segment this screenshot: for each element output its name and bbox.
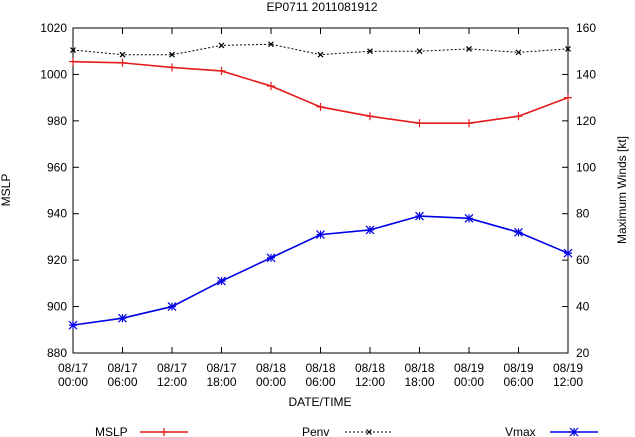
ticks-layer: 880 900 920 940 960 980 1000 1020 20 40 60 80 100 120…: [40, 21, 596, 389]
x-tick-label-date: 08/17: [206, 361, 236, 375]
legend-marker-vmax: [569, 427, 579, 437]
data-point-mslp: [69, 57, 77, 66]
x-tick-label-date: 08/19: [553, 361, 583, 375]
x-tick-label-date: 08/19: [454, 361, 484, 375]
data-point-mslp: [316, 102, 325, 111]
data-point-penv: [70, 47, 76, 53]
data-point-vmax: [415, 211, 424, 221]
y-axis-label-right: Maximum Winds [kt]: [615, 136, 629, 244]
series-line-penv: [72, 43, 569, 56]
x-tick-label-time: 12:00: [157, 375, 187, 389]
x-axis-label: DATE/TIME: [288, 395, 351, 409]
data-point-penv: [268, 41, 274, 48]
legend-label-penv: Penv: [302, 425, 329, 437]
data-point-mslp: [217, 66, 226, 75]
x-tick-label-time: 12:00: [553, 375, 583, 389]
x-tick-label-date: 08/17: [157, 361, 187, 375]
legend-marker-mslp: [160, 428, 168, 436]
data-point-vmax: [464, 213, 474, 223]
plot-frame: [72, 27, 569, 354]
data-point-vmax: [118, 313, 127, 323]
y-tick-label-right: 100: [576, 160, 596, 174]
data-point-vmax: [217, 276, 226, 286]
x-tick-label-time: 00:00: [58, 375, 88, 389]
legend: MSLP Penv Vmax: [95, 425, 598, 437]
legend-marker-penv: [366, 429, 372, 435]
legend-label-vmax: Vmax: [505, 425, 536, 437]
data-point-penv: [317, 51, 324, 58]
y-tick-label-right: 120: [576, 114, 596, 128]
data-point-vmax: [266, 253, 276, 263]
data-point-vmax: [563, 248, 573, 258]
data-point-penv: [218, 42, 225, 49]
y-tick-label-right: 20: [576, 346, 590, 360]
x-tick-label-date: 08/18: [256, 361, 286, 375]
x-tick-label-time: 06:00: [503, 375, 533, 389]
data-point-penv: [367, 48, 373, 55]
y-tick-label-left: 960: [47, 160, 67, 174]
data-point-penv: [119, 51, 126, 58]
y-axis-label-left: MSLP: [0, 174, 13, 207]
x-tick-label-time: 18:00: [404, 375, 434, 389]
data-point-vmax: [365, 225, 375, 235]
x-tick-label-time: 18:00: [206, 375, 236, 389]
data-point-mslp: [415, 119, 424, 128]
x-tick-label-time: 06:00: [305, 375, 335, 389]
y-tick-label-right: 80: [576, 207, 590, 221]
series-layer: [68, 41, 573, 330]
y-tick-label-left: 980: [47, 114, 67, 128]
data-point-mslp: [118, 58, 127, 67]
data-point-vmax: [316, 230, 325, 240]
data-point-vmax: [68, 320, 78, 330]
y-tick-label-left: 900: [47, 300, 67, 314]
x-tick-label-date: 08/17: [107, 361, 137, 375]
y-tick-label-left: 1000: [40, 67, 67, 81]
x-tick-label-date: 08/18: [305, 361, 335, 375]
y-tick-label-left: 1020: [40, 21, 67, 35]
x-tick-label-time: 06:00: [107, 375, 137, 389]
data-point-mslp: [168, 63, 176, 72]
chart-title: EP0711 2011081912: [267, 0, 378, 14]
x-tick-label-time: 00:00: [256, 375, 286, 389]
y-tick-label-left: 940: [47, 207, 67, 221]
data-point-vmax: [514, 227, 523, 237]
data-point-mslp: [564, 93, 572, 102]
data-point-penv: [565, 45, 571, 52]
y-tick-label-left: 880: [47, 346, 67, 360]
y-tick-label-right: 160: [576, 21, 596, 35]
y-tick-label-right: 140: [576, 67, 596, 81]
x-tick-label-time: 12:00: [355, 375, 385, 389]
data-point-mslp: [465, 119, 473, 128]
data-point-vmax: [167, 302, 177, 311]
data-point-mslp: [514, 112, 523, 121]
data-point-penv: [515, 49, 522, 56]
series-line-mslp: [72, 60, 569, 124]
data-point-mslp: [267, 82, 275, 91]
data-point-penv: [466, 45, 472, 52]
x-tick-label-date: 08/19: [503, 361, 533, 375]
y-tick-label-left: 920: [47, 253, 67, 267]
data-point-mslp: [366, 112, 374, 121]
x-tick-label-date: 08/18: [355, 361, 385, 375]
data-point-penv: [169, 51, 175, 58]
x-tick-label-date: 08/17: [58, 361, 88, 375]
x-tick-label-time: 00:00: [454, 375, 484, 389]
y-tick-label-right: 40: [576, 300, 590, 314]
x-tick-label-date: 08/18: [404, 361, 434, 375]
y-tick-label-right: 60: [576, 253, 590, 267]
legend-label-mslp: MSLP: [95, 425, 128, 437]
data-point-penv: [416, 48, 423, 55]
